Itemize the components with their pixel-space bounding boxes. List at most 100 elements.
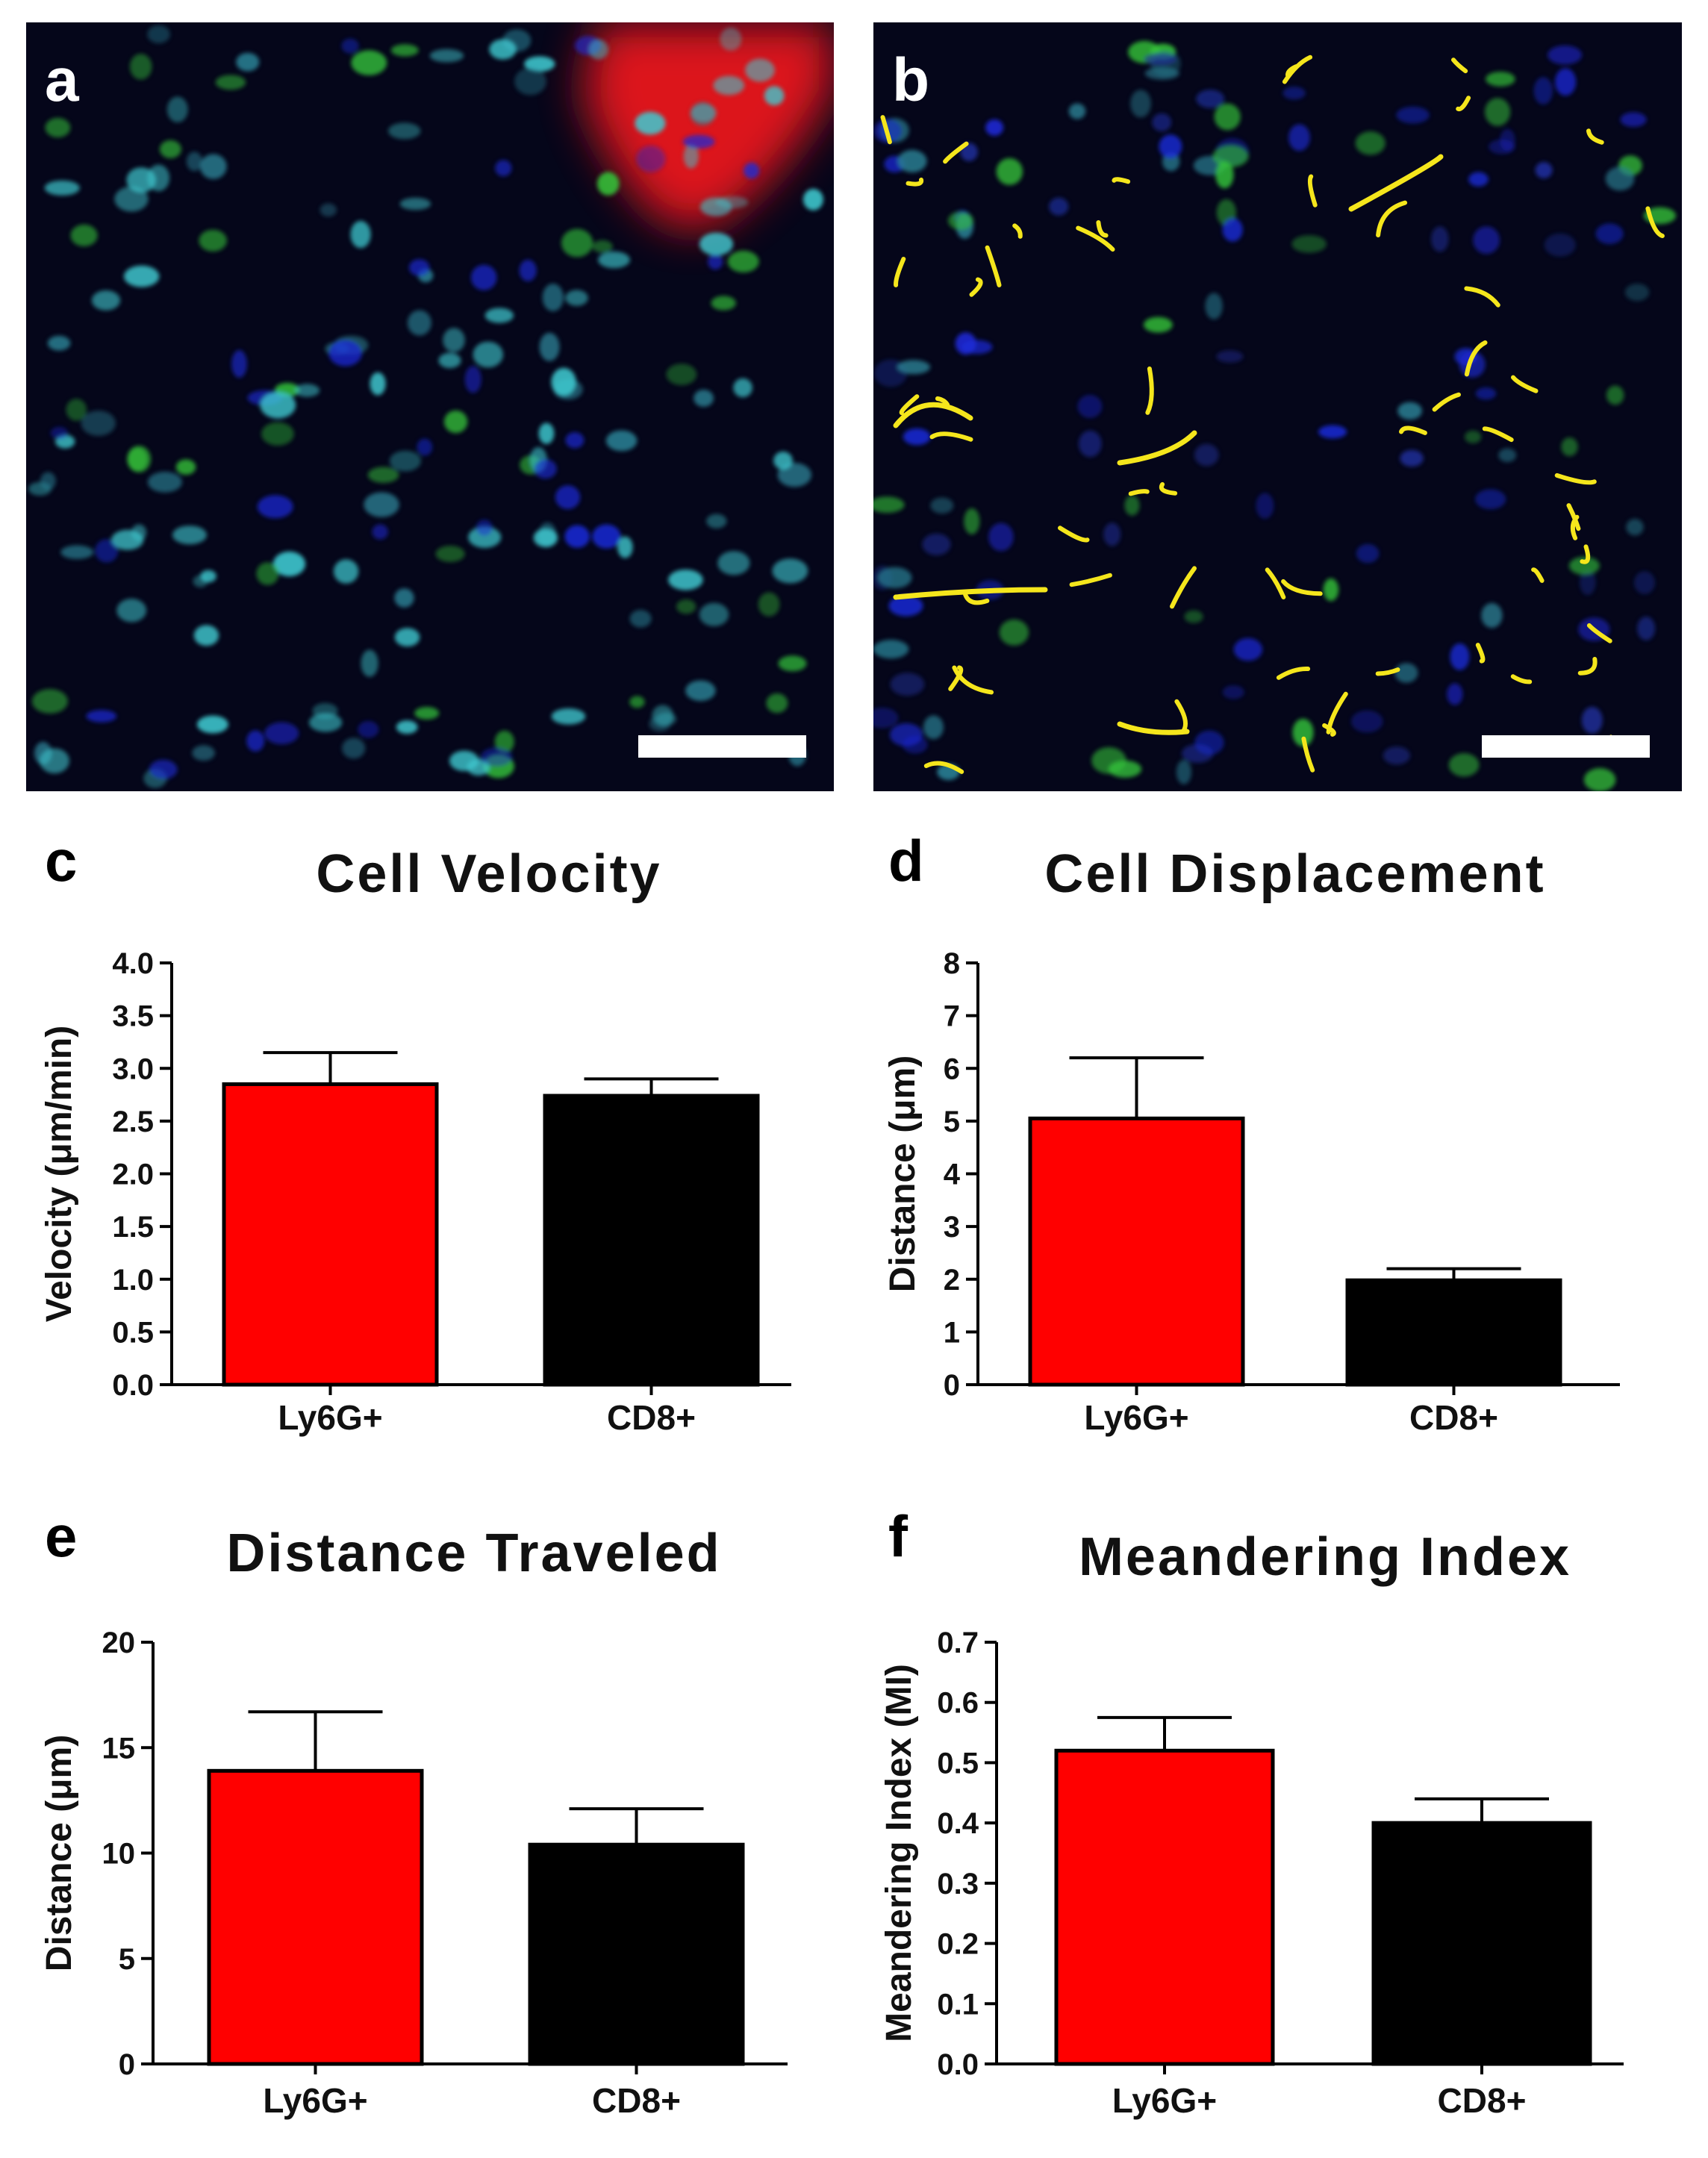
cell-nucleus <box>215 75 246 90</box>
cell-nucleus <box>1078 430 1102 458</box>
cell-nucleus <box>877 567 912 589</box>
micrograph-panel-b: b <box>873 22 1682 791</box>
cell-track <box>1586 623 1612 643</box>
cell-nucleus <box>320 203 337 217</box>
cell-nucleus <box>1626 519 1644 536</box>
cell-nucleus <box>390 44 419 57</box>
cell-nucleus <box>1475 387 1497 400</box>
cell-nucleus <box>922 533 951 555</box>
cell-nucleus <box>358 720 379 738</box>
cell-nucleus <box>1500 128 1515 152</box>
cell-nucleus <box>985 119 1004 136</box>
cell-nucleus <box>629 610 652 628</box>
cell-track <box>1531 567 1545 583</box>
cell-nucleus <box>1176 760 1191 785</box>
cell-nucleus <box>588 39 608 60</box>
y-tick-label: 5 <box>119 1943 135 1976</box>
cell-nucleus <box>260 391 296 419</box>
category-label: Ly6G+ <box>1084 1398 1188 1437</box>
cell-nucleus <box>706 514 727 528</box>
bar-ly6g-positive <box>1054 1748 1275 2066</box>
cell-nucleus <box>1448 752 1480 777</box>
cell-nucleus <box>1595 223 1624 245</box>
cell-nucleus <box>257 495 293 519</box>
cell-nucleus <box>40 472 56 490</box>
cell-nucleus <box>127 446 151 473</box>
cell-nucleus <box>890 673 925 696</box>
cell-nucleus <box>40 748 69 774</box>
cell-nucleus <box>186 152 202 172</box>
cell-nucleus <box>159 140 181 158</box>
cell-nucleus <box>1383 746 1410 765</box>
cell-nucleus <box>745 58 775 82</box>
chart-c: c Cell Velocity Velocity (μm/min) 0.0 0.5 1.0… <box>40 828 791 1437</box>
chart-title: Meandering Index <box>1079 1527 1571 1587</box>
cell-track <box>894 257 906 287</box>
cell-nucleus <box>333 559 359 584</box>
cell-nucleus <box>1397 402 1422 420</box>
cell-nucleus <box>473 341 504 368</box>
y-tick-label: 0.5 <box>937 1747 979 1780</box>
y-tick-label: 0 <box>944 1369 960 1402</box>
cell-nucleus <box>1288 124 1310 152</box>
cell-nucleus <box>1583 768 1616 791</box>
bar-cd8-positive <box>1371 1821 1592 2066</box>
cell-nucleus <box>199 229 228 252</box>
cell-nucleus <box>955 332 976 355</box>
cell-nucleus <box>668 570 703 590</box>
cell-nucleus <box>470 264 497 290</box>
cell-nucleus <box>1216 350 1244 363</box>
cell-track <box>1586 128 1604 145</box>
chart-title: Cell Velocity <box>316 844 661 904</box>
cell-nucleus <box>1222 685 1244 699</box>
cell-nucleus <box>1291 235 1327 253</box>
cell-nucleus <box>328 339 363 367</box>
cell-nucleus <box>1108 760 1142 778</box>
cell-nucleus <box>341 38 359 54</box>
cell-nucleus <box>489 39 517 60</box>
cell-track <box>1348 154 1444 212</box>
cell-nucleus <box>1561 437 1578 457</box>
cell-nucleus <box>47 335 71 351</box>
y-tick-label: 2 <box>944 1264 960 1297</box>
cell-nucleus <box>1486 72 1515 87</box>
cell-nucleus <box>715 196 749 209</box>
cell-nucleus <box>480 747 513 767</box>
cell-track <box>1554 473 1597 485</box>
cell-nucleus <box>1555 68 1577 96</box>
cell-nucleus <box>699 232 734 256</box>
cell-track <box>1376 200 1408 237</box>
cell-nucleus <box>683 144 699 169</box>
cell-nucleus <box>666 364 697 385</box>
category-label: CD8+ <box>1438 2081 1527 2120</box>
cell-nucleus <box>1450 643 1470 670</box>
cell-track <box>1645 206 1665 238</box>
cell-track <box>952 665 994 695</box>
cell-nucleus <box>1468 172 1489 187</box>
cell-track <box>1058 526 1090 543</box>
cell-nucleus <box>45 117 71 138</box>
cell-nucleus <box>778 655 807 672</box>
cell-nucleus <box>193 625 219 646</box>
cell-track <box>929 431 973 442</box>
y-tick-label: 0.0 <box>112 1369 154 1402</box>
cell-nucleus <box>370 372 386 396</box>
cell-nucleus <box>149 759 178 779</box>
cell-track <box>1159 481 1178 496</box>
cell-nucleus <box>361 649 378 677</box>
category-label: CD8+ <box>592 2081 681 2120</box>
cell-nucleus <box>1205 293 1223 319</box>
cell-track <box>899 394 920 416</box>
cell-track <box>969 277 983 297</box>
cell-nucleus <box>1049 197 1069 216</box>
cell-nucleus <box>596 172 620 196</box>
cell-nucleus <box>930 497 954 514</box>
cell-nucleus <box>308 713 343 732</box>
cell-track <box>1451 57 1468 74</box>
cell-nucleus <box>1212 145 1249 168</box>
cell-nucleus <box>555 485 581 510</box>
cell-track <box>948 665 964 691</box>
y-tick-label: 3.0 <box>112 1053 154 1085</box>
cell-nucleus <box>542 283 564 312</box>
